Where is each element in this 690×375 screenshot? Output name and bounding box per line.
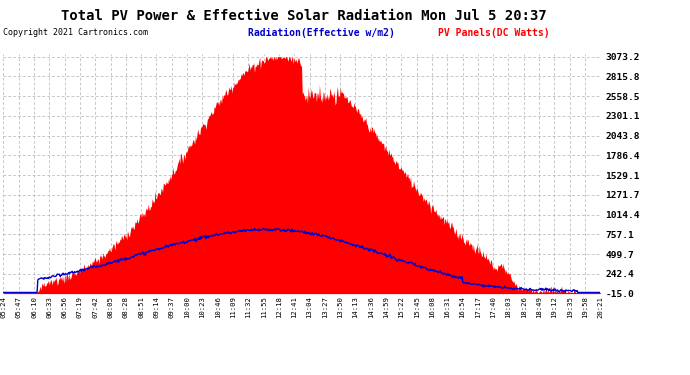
Text: Radiation(Effective w/m2): Radiation(Effective w/m2): [248, 28, 395, 38]
Text: Total PV Power & Effective Solar Radiation Mon Jul 5 20:37: Total PV Power & Effective Solar Radiati…: [61, 9, 546, 23]
Text: PV Panels(DC Watts): PV Panels(DC Watts): [438, 28, 550, 38]
Text: Copyright 2021 Cartronics.com: Copyright 2021 Cartronics.com: [3, 28, 148, 37]
